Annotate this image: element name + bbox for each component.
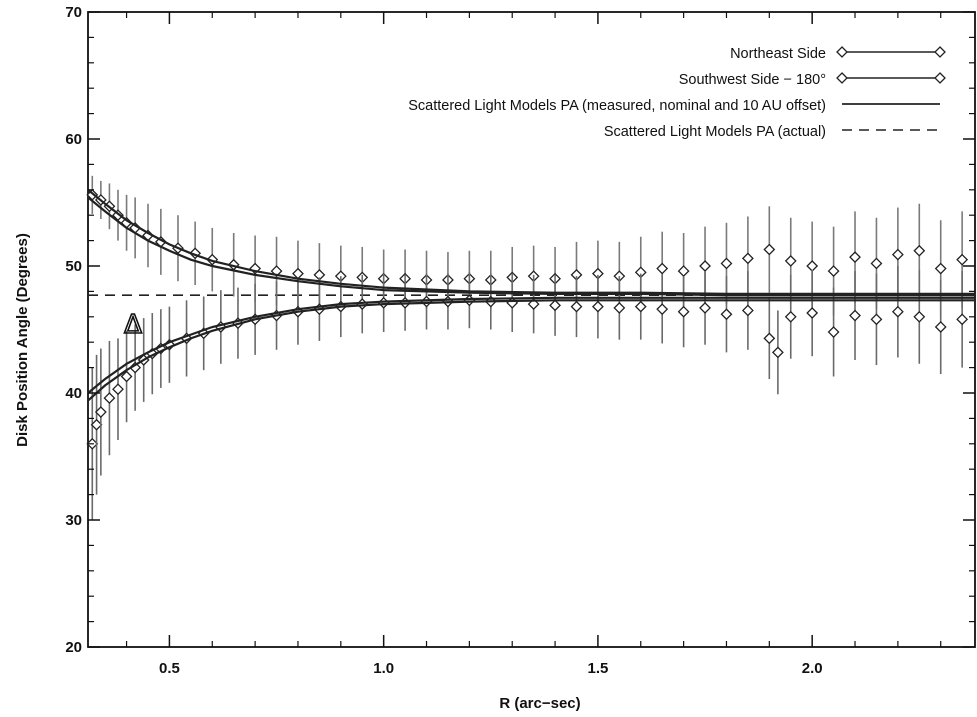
y-tick-label: 40 xyxy=(65,385,82,402)
plot-area xyxy=(87,11,976,648)
southwest-point xyxy=(634,300,647,313)
southwest-point xyxy=(677,305,690,318)
southwest-point xyxy=(613,301,626,314)
northeast-point xyxy=(189,247,202,260)
southwest-point xyxy=(763,332,776,345)
southwest-series xyxy=(86,266,969,520)
southwest-point xyxy=(741,304,754,317)
southwest-point xyxy=(120,370,133,383)
y-tick-label: 20 xyxy=(65,639,82,656)
southwest-point xyxy=(420,295,433,308)
northeast-point xyxy=(806,260,819,272)
legend-label-southwest: Southwest Side − 180° xyxy=(679,72,826,88)
northeast-point xyxy=(656,262,669,275)
model-solid-line xyxy=(87,296,975,394)
axis-ticks xyxy=(88,11,975,648)
northeast-point xyxy=(763,243,776,256)
model-lines-layer xyxy=(87,188,975,402)
southwest-point xyxy=(656,303,669,316)
x-axis-title: R (arc−sec) xyxy=(499,695,580,712)
southwest-point xyxy=(827,326,840,338)
southwest-point xyxy=(591,300,604,313)
delta-annotation: Δ xyxy=(124,310,142,340)
southwest-point xyxy=(934,321,947,333)
southwest-point xyxy=(94,406,107,418)
northeast-point xyxy=(677,265,690,277)
southwest-point xyxy=(771,346,784,359)
southwest-point xyxy=(891,305,904,318)
legend-swatch-sw-marker xyxy=(934,72,946,84)
northeast-point xyxy=(720,257,733,270)
y-tick-label: 30 xyxy=(65,512,82,529)
axis-tick-labels: 0.5 1.0 1.5 2.0 20 30 40 50 60 70 xyxy=(65,4,822,677)
southwest-point xyxy=(913,310,926,323)
northeast-point xyxy=(827,265,840,277)
southwest-point xyxy=(849,309,861,322)
southwest-point xyxy=(570,300,583,313)
northeast-point xyxy=(934,262,947,275)
southwest-point xyxy=(784,310,797,323)
northeast-point xyxy=(849,251,861,264)
legend-label-model-measured: Scattered Light Models PA (measured, nom… xyxy=(408,98,826,114)
x-tick-label: 0.5 xyxy=(159,660,180,677)
southwest-point xyxy=(870,313,883,326)
x-tick-label: 1.5 xyxy=(587,660,608,677)
southwest-point xyxy=(112,383,124,396)
legend-swatch-ne-marker xyxy=(836,46,848,58)
model-solid-line xyxy=(87,299,975,402)
southwest-point xyxy=(90,418,103,431)
northeast-point xyxy=(784,255,797,267)
northeast-point xyxy=(206,253,219,266)
model-solid-line xyxy=(87,196,975,297)
y-tick-label: 70 xyxy=(65,4,82,21)
northeast-point xyxy=(891,248,904,261)
y-axis-title: Disk Position Angle (Degrees) xyxy=(14,233,31,447)
southwest-point xyxy=(103,392,116,404)
southwest-point xyxy=(699,301,711,314)
legend-label-northeast: Northeast Side xyxy=(730,46,826,62)
northeast-point xyxy=(913,244,926,257)
southwest-point xyxy=(806,307,819,319)
legend: Northeast Side Southwest Side − 180° Sca… xyxy=(408,46,946,140)
southwest-point xyxy=(463,294,476,307)
legend-swatch-sw-marker xyxy=(836,72,848,84)
northeast-point xyxy=(741,252,754,265)
y-tick-label: 60 xyxy=(65,131,82,148)
northeast-point xyxy=(699,260,711,272)
x-tick-label: 1.0 xyxy=(373,660,394,677)
southwest-point xyxy=(549,299,561,312)
legend-swatch-ne-marker xyxy=(934,46,946,58)
plot-frame xyxy=(87,11,976,648)
southwest-point xyxy=(956,313,969,326)
northeast-point xyxy=(870,257,883,270)
model-solid-line xyxy=(87,188,975,295)
y-tick-label: 50 xyxy=(65,258,82,275)
x-tick-label: 2.0 xyxy=(802,660,823,677)
legend-label-model-actual: Scattered Light Models PA (actual) xyxy=(604,124,826,140)
northeast-point xyxy=(270,265,283,277)
legend-swatches xyxy=(836,46,946,131)
northeast-point xyxy=(956,253,969,266)
southwest-point xyxy=(720,308,733,321)
